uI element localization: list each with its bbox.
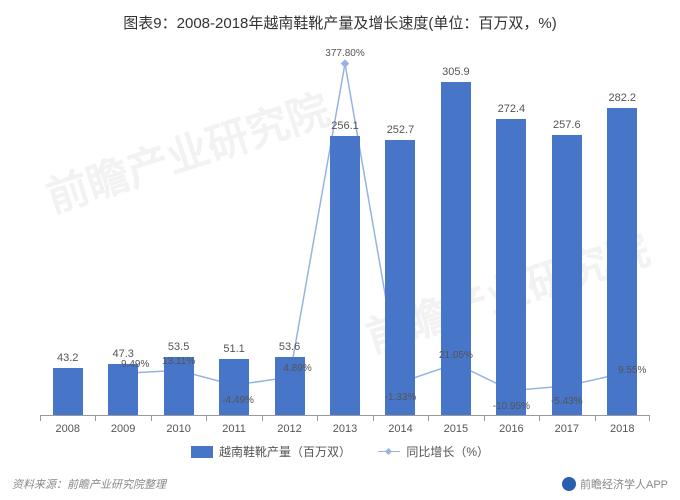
x-tick [95,415,96,421]
x-tick [206,415,207,421]
pct-value-label: 377.80% [325,48,364,59]
x-axis-label: 2017 [555,423,579,435]
x-axis-label: 2012 [277,423,301,435]
x-tick [428,415,429,421]
brand-logo-icon [562,477,576,491]
x-tick [151,415,152,421]
legend-bar-swatch [191,446,213,458]
legend-bar: 越南鞋靴产量（百万双） [191,443,351,460]
pct-value-label: 9.55% [618,365,646,376]
bar-value-label: 43.2 [57,352,78,364]
legend-line: 同比增长（%） [378,443,489,460]
bar [552,135,582,415]
bar [441,82,471,415]
x-axis-label: 2010 [166,423,190,435]
brand-text: 前瞻经济学人APP [580,476,668,492]
x-tick [40,415,41,421]
x-axis-label: 2013 [333,423,357,435]
x-tick [539,415,540,421]
pct-value-label: 13.11% [162,356,195,367]
pct-value-label: 9.49% [121,359,149,370]
pct-value-label: -10.95% [493,401,530,412]
x-axis-label: 2008 [55,423,79,435]
bar-value-label: 305.9 [442,66,470,78]
x-axis-label: 2016 [499,423,523,435]
pct-value-label: 4.89% [283,363,311,374]
bar [219,359,249,415]
bar [330,136,360,415]
pct-value-label: -1.33% [385,392,417,403]
x-axis-label: 2015 [444,423,468,435]
bar [53,368,83,415]
legend-line-swatch [378,446,400,458]
chart-area: 43.2 47.39.49% 53.5 13.11% 51.1 -4.49% 53.6 4.8… [40,45,650,415]
bar [496,119,526,415]
x-axis [40,415,650,416]
x-axis-label: 2011 [222,423,246,435]
x-tick [595,415,596,421]
x-tick [373,415,374,421]
x-tick [317,415,318,421]
bar-value-label: 51.1 [223,343,244,355]
bar-value-label: 272.4 [498,103,526,115]
bar-value-label: 282.2 [609,92,637,104]
bar-value-label: 252.7 [387,124,415,136]
pct-value-label: -4.49% [222,395,254,406]
source-text: 资料来源：前瞻产业研究院整理 [12,476,166,492]
x-tick [484,415,485,421]
pct-value-label: -5.43% [551,396,583,407]
brand-badge: 前瞻经济学人APP [562,476,668,492]
bar-value-label: 256.1 [331,120,359,132]
bar-value-label: 257.6 [553,119,581,131]
x-axis-label: 2018 [610,423,634,435]
legend-bar-label: 越南鞋靴产量（百万双） [219,443,351,460]
bar-value-label: 53.5 [168,341,189,353]
x-axis-label: 2014 [388,423,412,435]
bar [385,140,415,415]
bar-value-label: 53.6 [279,341,300,353]
x-tick [649,415,650,421]
legend: 越南鞋靴产量（百万双） 同比增长（%） [0,443,680,461]
legend-line-label: 同比增长（%） [406,443,489,460]
bar-value-label: 47.3 [112,348,133,360]
bar [108,364,138,415]
x-tick [262,415,263,421]
pct-value-label: 21.05% [439,350,473,361]
x-axis-label: 2009 [111,423,135,435]
chart-title: 图表9：2008-2018年越南鞋靴产量及增长速度(单位：百万双，%) [0,0,680,33]
